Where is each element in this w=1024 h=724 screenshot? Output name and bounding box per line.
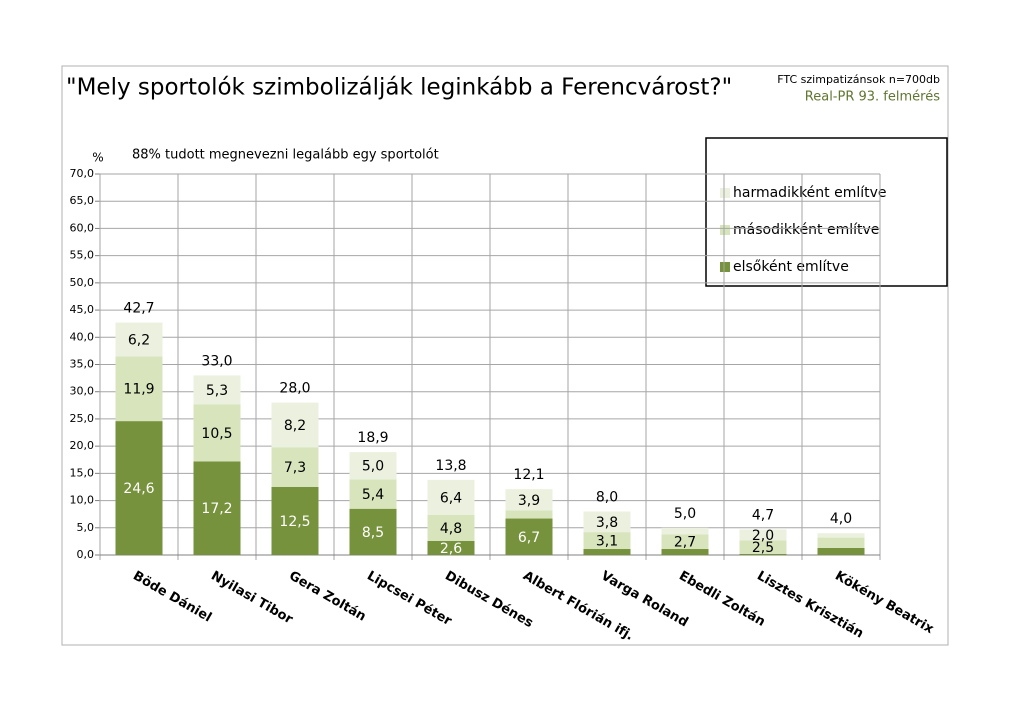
- bar-segment: [193, 404, 241, 462]
- value-label: 2,5: [752, 540, 774, 556]
- legend-box: [705, 137, 948, 287]
- total-label: 33,0: [201, 353, 232, 369]
- bar-segment: [817, 537, 865, 548]
- value-label: 3,9: [518, 493, 540, 509]
- bar-segment: [505, 510, 553, 519]
- bar-segment: [817, 533, 865, 538]
- bar-segment: [115, 421, 163, 555]
- y-tick-label: 40,0: [70, 330, 95, 343]
- bar-segment: [505, 518, 553, 555]
- value-label: 4,8: [440, 521, 462, 537]
- value-label: 8,2: [284, 418, 306, 434]
- bar-segment: [583, 511, 631, 533]
- source-line: Real-PR 93. felmérés: [805, 90, 940, 105]
- legend: harmadikként említve másodikként említve e…: [705, 137, 948, 287]
- bar-segment: [271, 486, 319, 555]
- total-label: 28,0: [279, 381, 310, 397]
- bar-segment: [349, 508, 397, 555]
- y-tick-label: 60,0: [70, 221, 95, 234]
- value-label: 8,5: [362, 525, 384, 541]
- bar-segment: [817, 547, 865, 555]
- y-tick-label: 20,0: [70, 439, 95, 452]
- bar-segment: [505, 489, 553, 511]
- bar-segment: [583, 549, 631, 555]
- bar-segment: [661, 527, 709, 535]
- value-label: 12,5: [279, 514, 310, 530]
- total-label: 13,8: [435, 458, 466, 474]
- bar-segment: [739, 540, 787, 554]
- source-line: FTC szimpatizánsok n=700db: [777, 73, 940, 86]
- bar-segment: [739, 553, 787, 555]
- total-label: 4,7: [752, 507, 774, 523]
- value-label: 17,2: [201, 501, 232, 517]
- value-label: 5,3: [206, 383, 228, 399]
- legend-label: harmadikként említve: [733, 185, 887, 201]
- bar-segment: [427, 479, 475, 515]
- legend-swatch: [720, 225, 730, 235]
- total-label: 12,1: [513, 467, 544, 483]
- bar-segment: [583, 532, 631, 550]
- value-label: 11,9: [123, 382, 154, 398]
- value-label: 6,7: [518, 530, 540, 546]
- legend-swatch: [720, 262, 730, 272]
- value-label: 3,1: [596, 534, 618, 550]
- bar-segment: [271, 402, 319, 448]
- y-tick-label: 10,0: [70, 494, 95, 507]
- value-label: 6,2: [128, 332, 150, 348]
- value-label: 2,6: [440, 541, 462, 557]
- bar-segment: [427, 514, 475, 541]
- bar-segment: [349, 479, 397, 509]
- value-label: 7,3: [284, 460, 306, 476]
- total-label: 8,0: [596, 489, 618, 505]
- value-label: 5,0: [362, 459, 384, 475]
- bar-segment: [271, 447, 319, 487]
- value-label: 10,5: [201, 426, 232, 442]
- y-unit: %: [92, 151, 103, 165]
- total-label: 42,7: [123, 301, 154, 317]
- value-label: 6,4: [440, 490, 462, 506]
- y-tick-label: 70,0: [70, 167, 95, 180]
- y-tick-label: 15,0: [70, 466, 95, 479]
- y-tick-label: 0,0: [77, 548, 95, 561]
- legend-label: másodikként említve: [733, 222, 879, 238]
- bar-segment: [115, 322, 163, 357]
- y-tick-label: 30,0: [70, 385, 95, 398]
- y-tick-label: 50,0: [70, 276, 95, 289]
- bar-segment: [193, 461, 241, 555]
- y-tick-label: 5,0: [77, 521, 95, 534]
- y-tick-label: 55,0: [70, 249, 95, 262]
- y-tick-label: 45,0: [70, 303, 95, 316]
- value-label: 5,4: [362, 487, 384, 503]
- chart-title: "Mely sportolók szimbolizálják leginkább…: [66, 75, 732, 101]
- bar-segment: [115, 356, 163, 422]
- total-label: 4,0: [830, 511, 852, 527]
- legend-label: elsőként említve: [733, 259, 849, 275]
- bar-segment: [427, 540, 475, 555]
- total-label: 5,0: [674, 506, 696, 522]
- value-label: 3,8: [596, 515, 618, 531]
- value-label: 2,0: [752, 528, 774, 544]
- bar-segment: [193, 375, 241, 405]
- legend-swatch: [720, 188, 730, 198]
- y-tick-label: 65,0: [70, 194, 95, 207]
- y-tick-label: 35,0: [70, 358, 95, 371]
- value-label: 24,6: [123, 481, 154, 497]
- bar-segment: [661, 549, 709, 555]
- bar-segment: [349, 452, 397, 480]
- note: 88% tudott megnevezni legalább egy sport…: [132, 148, 439, 163]
- y-tick-label: 25,0: [70, 412, 95, 425]
- value-label: 2,7: [674, 535, 696, 551]
- bar-segment: [739, 529, 787, 541]
- total-label: 18,9: [357, 430, 388, 446]
- bar-segment: [661, 534, 709, 550]
